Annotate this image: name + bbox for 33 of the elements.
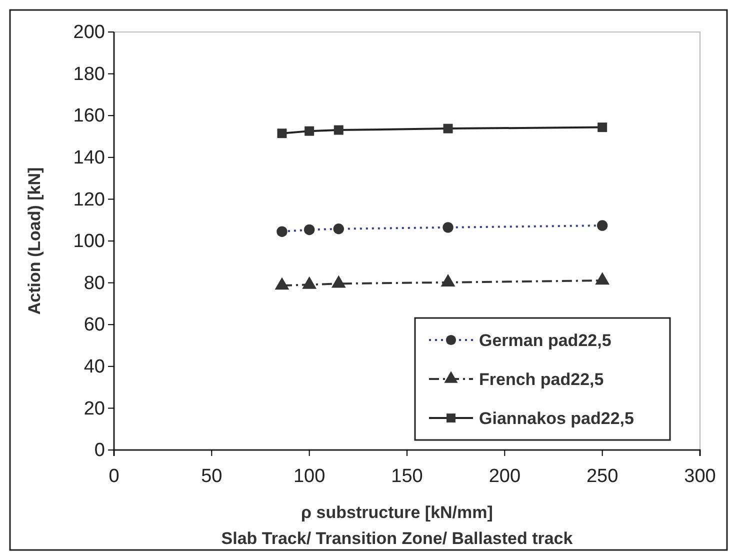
y-tick-label: 160 [73, 106, 105, 127]
point [440, 274, 456, 287]
x-tick-label: 250 [586, 466, 618, 487]
point [443, 124, 453, 134]
y-tick-label: 20 [84, 398, 105, 420]
point [598, 122, 608, 132]
y-tick-label: 40 [84, 356, 105, 378]
x-tick-label: 50 [201, 466, 222, 487]
x-tick-label: 100 [293, 466, 326, 487]
x-axis-title: ρ substructure [kN/mm] Slab Track/ Transition Zone/ Ballasted track [221, 503, 574, 548]
point [304, 126, 314, 136]
y-axis-title: Action (Load) [kN] [25, 167, 44, 315]
y-tick-label: 140 [73, 147, 105, 168]
legend-label: French pad22,5 [479, 370, 604, 389]
point [331, 275, 346, 288]
y-tick-label: 60 [84, 314, 105, 336]
x-tick-label: 200 [488, 466, 521, 487]
point [274, 277, 290, 290]
y-tick-label: 200 [73, 22, 105, 44]
y-tick-label: 120 [73, 189, 105, 210]
point [595, 272, 610, 285]
y-tick-label: 180 [73, 64, 105, 85]
legend-label: Giannakos pad22,5 [479, 408, 634, 428]
point [302, 276, 317, 289]
y-tick-label: 80 [84, 272, 105, 294]
point [277, 128, 287, 138]
point [334, 125, 344, 135]
legend-label: German pad22,5 [479, 330, 612, 350]
y-tick-label: 100 [73, 231, 105, 252]
y-tick-label: 0 [94, 440, 105, 462]
x-tick-label: 0 [108, 466, 120, 487]
x-tick-label: 300 [684, 466, 716, 487]
x-tick-label: 150 [391, 466, 423, 487]
